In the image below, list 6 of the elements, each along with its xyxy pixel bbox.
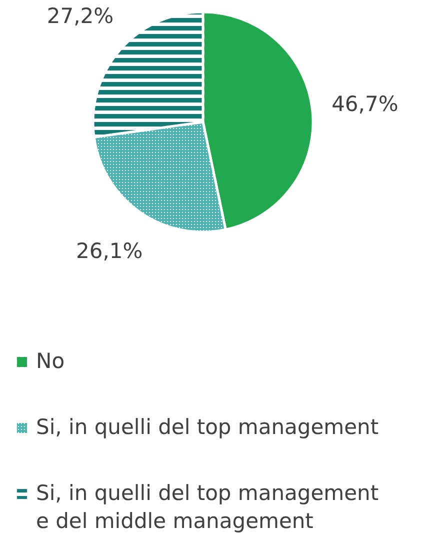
legend-label: No <box>36 348 65 373</box>
legend-label: Si, in quelli del top management <box>36 414 379 439</box>
data-label: 46,7% <box>332 92 398 116</box>
legend-label: Si, in quelli del top management e del middle management <box>36 480 379 533</box>
data-label: 26,1% <box>76 239 143 264</box>
data-label: 27,2% <box>46 4 114 28</box>
